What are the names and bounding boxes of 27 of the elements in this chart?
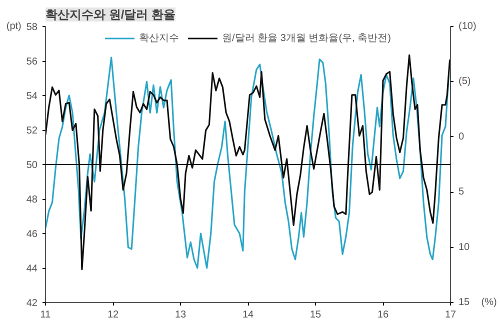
y2-tick-label: 15 xyxy=(458,297,470,308)
x-tick-label: 13 xyxy=(174,310,186,320)
chart-title: 확산지수와 원/달러 환율 xyxy=(46,8,176,22)
x-tick-label: 11 xyxy=(40,310,52,320)
x-tick-label: 12 xyxy=(107,310,119,320)
y-tick-label: 42 xyxy=(26,298,38,309)
y-tick-label: 44 xyxy=(26,264,38,274)
legend-label: 원/달러 환율 3개월 변화율(우, 축반전) xyxy=(222,32,391,45)
x-tick-label: 14 xyxy=(242,310,254,320)
y-tick-label: 52 xyxy=(26,126,38,136)
y2-tick-label: (5) xyxy=(458,76,471,88)
y-tick-label: 50 xyxy=(26,160,38,171)
x-tick-label: 16 xyxy=(377,310,389,320)
y2-tick-label: 0 xyxy=(458,131,464,142)
y-tick-label: 48 xyxy=(26,194,38,206)
y2-tick-label: 5 xyxy=(458,186,464,198)
legend-label: 확산지수 xyxy=(139,32,180,45)
y-tick-label: 56 xyxy=(26,56,38,68)
x-tick-label: 15 xyxy=(310,310,322,320)
y-tick-label: 54 xyxy=(26,91,38,102)
y2-tick-label: (10) xyxy=(458,21,476,32)
x-tick-label: 17 xyxy=(444,310,456,320)
y-axis-title: (pt) xyxy=(6,21,22,32)
y-tick-label: 58 xyxy=(26,22,38,33)
y2-tick-label: 10 xyxy=(458,242,470,253)
y-tick-label: 46 xyxy=(26,229,38,240)
y2-axis-title: (%) xyxy=(481,297,497,308)
